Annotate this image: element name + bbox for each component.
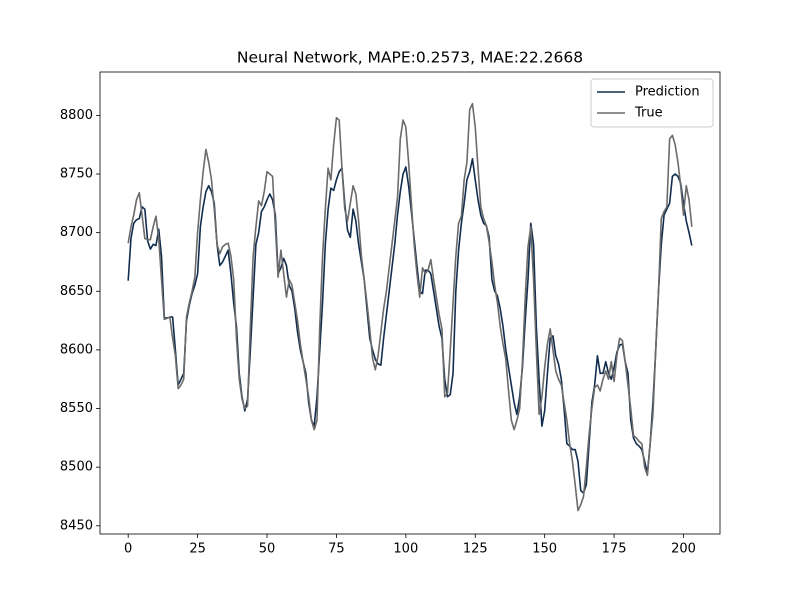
plot-frame — [99, 71, 721, 535]
y-tick-label: 8750 — [60, 167, 93, 182]
series-line — [127, 157, 693, 494]
series-line — [127, 102, 693, 512]
legend-label: Prediction — [635, 85, 700, 100]
x-tick-label: 100 — [393, 542, 418, 557]
x-tick-label: 125 — [463, 542, 488, 557]
chart-title: Neural Network, MAPE:0.2573, MAE:22.2668 — [237, 49, 583, 67]
x-tick-label: 0 — [124, 542, 132, 557]
y-tick-label: 8450 — [60, 518, 93, 533]
legend-label: True — [634, 106, 663, 121]
y-tick-label: 8800 — [60, 108, 93, 123]
x-tick-label: 75 — [328, 542, 345, 557]
legend-box — [590, 78, 714, 128]
y-tick-label: 8600 — [60, 342, 93, 357]
x-tick-label: 175 — [602, 542, 627, 557]
y-tick-label: 8500 — [60, 460, 93, 475]
y-tick-label: 8650 — [60, 284, 93, 299]
x-tick-label: 200 — [671, 542, 696, 557]
x-tick-label: 50 — [259, 542, 276, 557]
x-tick-label: 150 — [532, 542, 557, 557]
y-tick-label: 8550 — [60, 401, 93, 416]
x-tick-label: 25 — [189, 542, 206, 557]
y-tick-label: 8700 — [60, 225, 93, 240]
